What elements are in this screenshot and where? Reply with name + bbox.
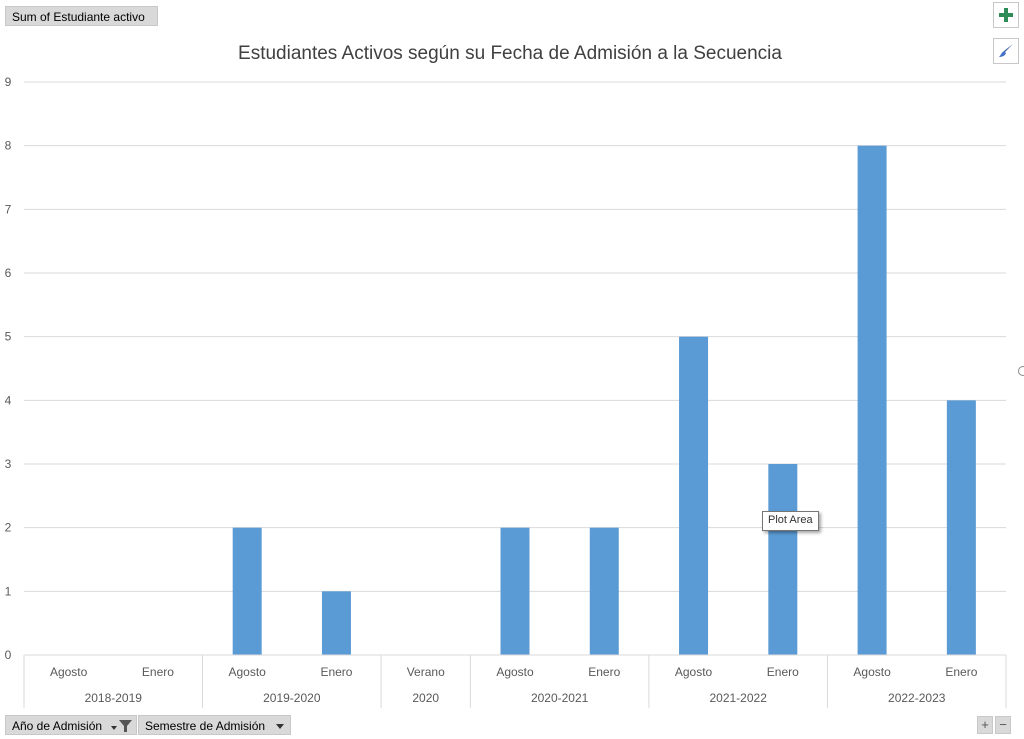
y-tick-label: 3 bbox=[5, 457, 12, 471]
y-tick-label: 4 bbox=[5, 393, 12, 407]
x-category-label: Verano bbox=[407, 665, 445, 679]
brush-icon bbox=[999, 44, 1013, 57]
y-tick-label: 2 bbox=[5, 521, 12, 535]
y-tick-label: 9 bbox=[5, 75, 12, 89]
x-category-label: Agosto bbox=[229, 665, 267, 679]
x-category-label: Agosto bbox=[675, 665, 713, 679]
chart-elements-button[interactable] bbox=[993, 2, 1019, 28]
x-category-label: Agosto bbox=[50, 665, 88, 679]
axis-field-button-year[interactable]: Año de Admisión bbox=[5, 715, 137, 735]
bar[interactable] bbox=[232, 527, 262, 655]
zoom-in-button[interactable]: + bbox=[977, 716, 993, 734]
resize-handle[interactable] bbox=[1018, 366, 1024, 376]
axis-field-button-semester[interactable]: Semestre de Admisión bbox=[138, 715, 291, 735]
y-tick-label: 8 bbox=[5, 139, 12, 153]
bar[interactable] bbox=[500, 527, 530, 655]
chart-title: Estudiantes Activos según su Fecha de Ad… bbox=[238, 43, 782, 64]
tooltip-label: Plot Area bbox=[768, 514, 813, 526]
x-group-label: 2020-2021 bbox=[531, 691, 589, 705]
dropdown-arrow-icon bbox=[276, 724, 284, 729]
x-category-label: Enero bbox=[945, 665, 977, 679]
chart-styles-button[interactable] bbox=[993, 38, 1019, 64]
zoom-out-label: − bbox=[999, 717, 1007, 732]
x-category-label: Enero bbox=[767, 665, 799, 679]
axis-field-label-semester: Semestre de Admisión bbox=[145, 719, 266, 733]
x-category-label: Enero bbox=[142, 665, 174, 679]
bar[interactable] bbox=[857, 145, 887, 655]
value-field-label: Sum of Estudiante activo bbox=[12, 10, 145, 24]
bar[interactable] bbox=[679, 336, 709, 655]
x-group-label: 2019-2020 bbox=[263, 691, 321, 705]
value-field-button[interactable]: Sum of Estudiante activo bbox=[5, 6, 158, 26]
y-tick-label: 0 bbox=[5, 648, 12, 662]
y-tick-label: 1 bbox=[5, 584, 12, 598]
x-group-label: 2022-2023 bbox=[888, 691, 946, 705]
bar[interactable] bbox=[589, 527, 619, 655]
plot-area-tooltip: Plot Area bbox=[762, 511, 819, 531]
zoom-out-button[interactable]: − bbox=[995, 716, 1011, 734]
zoom-in-label: + bbox=[981, 717, 989, 732]
x-category-label: Agosto bbox=[496, 665, 534, 679]
bar[interactable] bbox=[946, 400, 976, 655]
x-category-label: Agosto bbox=[853, 665, 891, 679]
y-tick-label: 5 bbox=[5, 330, 12, 344]
y-tick-label: 6 bbox=[5, 266, 12, 280]
y-tick-label: 7 bbox=[5, 202, 12, 216]
filter-icon bbox=[111, 720, 132, 732]
x-group-label: 2020 bbox=[412, 691, 439, 705]
x-group-label: 2021-2022 bbox=[709, 691, 767, 705]
bar[interactable] bbox=[768, 464, 798, 655]
x-category-label: Enero bbox=[588, 665, 620, 679]
x-group-label: 2018-2019 bbox=[85, 691, 143, 705]
bar[interactable] bbox=[321, 591, 351, 655]
axis-field-label-year: Año de Admisión bbox=[12, 719, 103, 733]
plus-icon bbox=[999, 8, 1013, 22]
x-category-label: Enero bbox=[320, 665, 352, 679]
